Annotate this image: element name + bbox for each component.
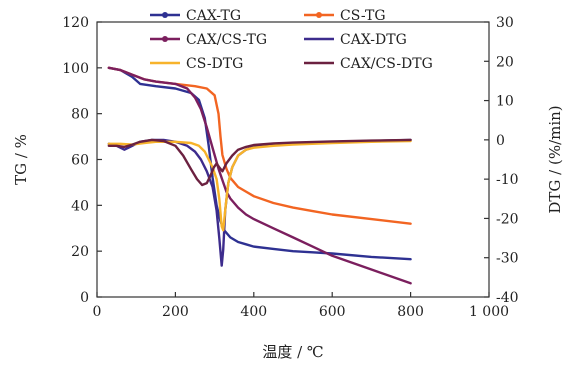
right-y-tick-label: 20 [496,54,514,70]
left-y-axis-title: TG / % [12,134,30,185]
legend-marker-cax-tg [162,12,168,18]
left-y-tick-label: 60 [71,153,89,169]
left-y-tick-label: 40 [71,198,89,214]
legend-label-cax-cs-dtg: CAX/CS-DTG [340,56,433,72]
x-axis-ticks: 0 200 400 600 800 1 000 [93,292,509,320]
legend-label-cax-dtg: CAX-DTG [340,32,407,48]
right-y-tick-label: -40 [496,290,519,306]
legend-label-cax-cs-tg: CAX/CS-TG [186,32,267,48]
legend: CAX-TG CS-TG CAX/CS-TG CAX-DTG CS-DTG CAX/CS-… [150,8,433,72]
right-y-tick-label: 0 [496,133,505,149]
series-line-cax-tg [107,66,412,261]
x-axis-title: 温度 / ℃ [262,343,323,361]
right-y-tick-label: -20 [496,211,519,227]
right-y-axis-title: DTG / (%/min) [546,105,564,213]
series-line-cax-cs-dtg [107,138,412,187]
series-layer [107,66,412,285]
left-y-tick-label: 120 [62,15,89,31]
left-y-tick-label: 20 [71,244,89,260]
x-tick-label: 800 [397,304,424,320]
series-line-cax-cs-tg [107,66,412,285]
legend-label-cs-dtg: CS-DTG [186,56,243,72]
right-y-tick-label: 30 [496,15,514,31]
x-tick-label: 600 [319,304,346,320]
right-y-tick-label: 10 [496,94,514,110]
left-y-tick-label: 0 [80,290,89,306]
left-y-axis-ticks: 0 20 40 60 80 100 120 [62,15,102,306]
left-y-tick-label: 100 [62,61,89,77]
x-tick-label: 1 000 [469,304,509,320]
right-y-axis-ticks: -40 -30 -20 -10 0 10 20 30 [484,15,519,306]
legend-marker-cs-tg [316,12,322,18]
x-tick-label: 200 [162,304,189,320]
legend-label-cax-tg: CAX-TG [186,8,241,24]
legend-label-cs-tg: CS-TG [340,8,386,24]
x-tick-label: 400 [240,304,267,320]
right-y-tick-label: -30 [496,251,519,267]
left-y-tick-label: 80 [71,107,89,123]
series-line-cs-dtg [107,139,412,232]
right-y-tick-label: -10 [496,172,519,188]
x-tick-label: 0 [93,304,102,320]
legend-marker-cax-cs-tg [162,36,168,42]
